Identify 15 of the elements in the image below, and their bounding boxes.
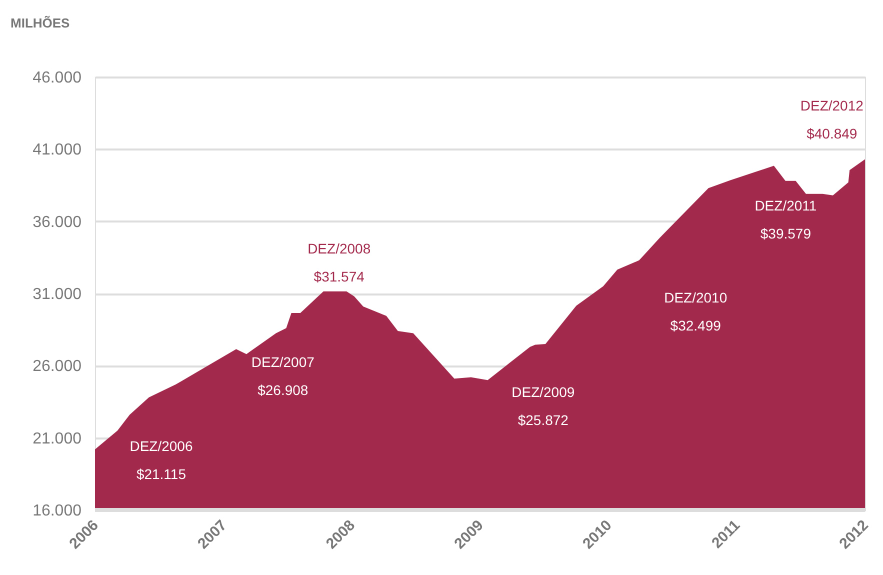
y-tick-label: 46.000 xyxy=(32,70,82,86)
annotation: DEZ/2006 $21.115 xyxy=(130,438,193,482)
y-tick-label: 41.000 xyxy=(32,142,82,159)
annotation: DEZ/2011 $39.579 xyxy=(754,197,817,242)
y-tick-label: 26.000 xyxy=(32,358,82,376)
annotation: DEZ/2010 $32.499 xyxy=(664,289,728,334)
annotation: DEZ/2012 $40.849 xyxy=(800,97,864,142)
annotation: DEZ/2008 $31.574 xyxy=(308,240,371,284)
y-tick-label: 31.000 xyxy=(32,286,82,303)
y-tick-label: 21.000 xyxy=(32,430,82,448)
y-tick-label: 36.000 xyxy=(32,214,82,231)
y-axis-title: MILHÕES xyxy=(10,16,70,30)
y-tick-label: 16.000 xyxy=(32,502,82,520)
annotation: DEZ/2009 $25.872 xyxy=(512,384,575,428)
annotation: DEZ/2007 $26.908 xyxy=(251,354,315,398)
